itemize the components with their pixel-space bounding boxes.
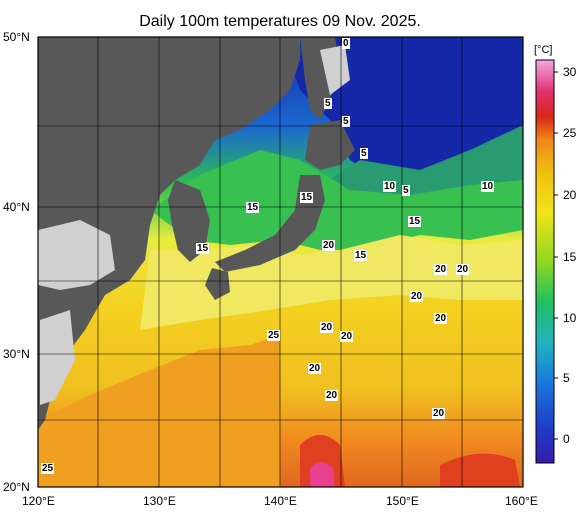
lon-label-140e: 140°E: [264, 494, 297, 508]
isotherm-label: 5: [342, 116, 350, 127]
isotherm-label: 20: [308, 363, 322, 374]
land-hokkaido: [305, 120, 355, 170]
colorbar-tick-20: 20: [563, 188, 577, 202]
land-korea: [168, 180, 210, 262]
isotherm-label: 20: [322, 240, 336, 251]
isotherm-label: 0: [342, 38, 350, 49]
hot-spot-2: [440, 453, 520, 487]
isotherm-label: 20: [456, 264, 470, 275]
isotherm-label: 20: [410, 291, 424, 302]
land-kyushu: [205, 268, 230, 300]
lat-label-20n: 20°N: [3, 480, 30, 494]
green-band: [150, 150, 523, 250]
hot-spot-3: [310, 461, 334, 487]
isotherm-label: 5: [360, 148, 368, 159]
lake-land-3: [320, 45, 350, 95]
land-honshu: [215, 175, 325, 272]
cool-water-region: [320, 125, 523, 200]
lat-label-40n: 40°N: [3, 200, 30, 214]
isotherm-label: 5: [324, 98, 332, 109]
isotherm-label: 10: [383, 181, 397, 192]
isotherm-label: 5: [402, 185, 410, 196]
colorbar-tick-15: 15: [563, 250, 577, 264]
lon-label-130e: 130°E: [143, 494, 176, 508]
colorbar-unit: [°C]: [534, 44, 553, 56]
isotherm-label: 15: [300, 192, 314, 203]
colorbar-tick-25: 25: [563, 126, 577, 140]
isotherm-label: 20: [320, 322, 334, 333]
isotherm-label: 15: [408, 216, 422, 227]
lake-land-1: [38, 220, 115, 290]
lake-land-2: [40, 310, 75, 405]
isotherm-label: 15: [196, 243, 210, 254]
isotherm-label: 20: [434, 264, 448, 275]
isotherm-label: 20: [325, 390, 339, 401]
lat-label-50n: 50°N: [3, 30, 30, 44]
colorbar-tick-5: 5: [563, 371, 570, 385]
lat-label-30n: 30°N: [3, 347, 30, 361]
lon-label-160e: 160°E: [505, 494, 538, 508]
colorbar-tick-0: 0: [563, 432, 570, 446]
map-frame: [37, 36, 524, 488]
isotherm-label: 10: [481, 181, 495, 192]
colorbar-tick-30: 30: [563, 65, 577, 79]
isotherm-label: 15: [354, 250, 368, 261]
isotherm-label: 20: [434, 313, 448, 324]
colorbar-ticks: [554, 71, 558, 440]
isotherm-label: 20: [340, 331, 354, 342]
colorbar: [535, 59, 555, 464]
isotherm-label: 25: [41, 463, 55, 474]
isotherm-label: 15: [246, 202, 260, 213]
colorbar-tick-10: 10: [563, 311, 577, 325]
isotherm-label: 25: [267, 330, 281, 341]
lon-label-150e: 150°E: [386, 494, 419, 508]
land-mainland: [38, 37, 300, 430]
map-title: Daily 100m temperatures 09 Nov. 2025.: [139, 13, 421, 30]
isotherm-label: 20: [432, 408, 446, 419]
lon-label-120e: 120°E: [22, 494, 55, 508]
